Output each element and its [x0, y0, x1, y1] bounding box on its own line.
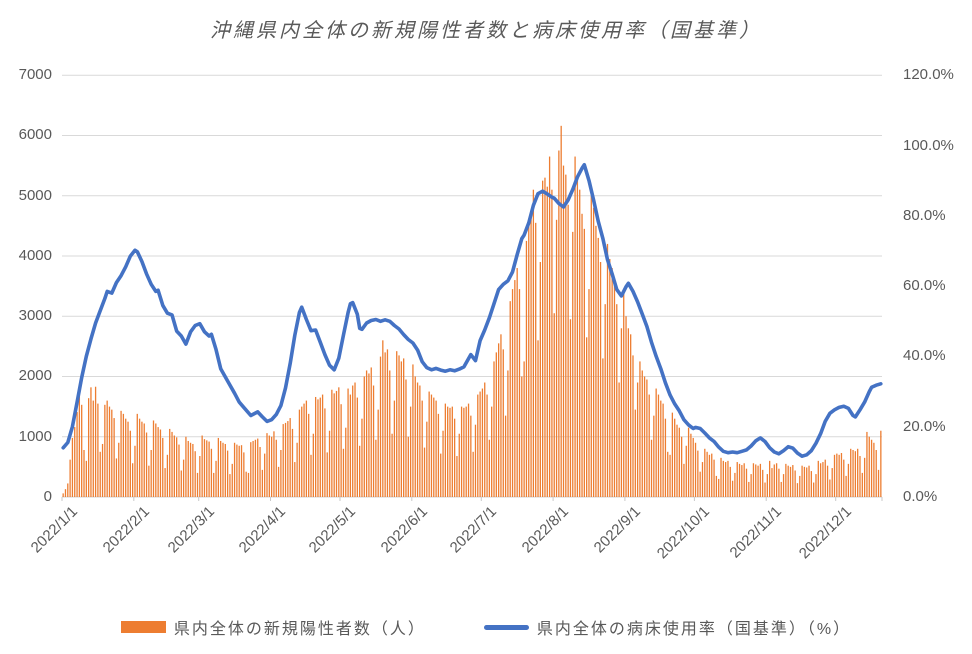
legend-line-swatch-icon [483, 624, 529, 630]
legend-bed-usage-label: 県内全体の病床使用率（国基準）（%） [536, 621, 852, 638]
y-left-tick-label: 7000 [18, 66, 52, 84]
cases-bars [62, 125, 882, 498]
y-left-tick-label: 0 [43, 488, 52, 505]
x-axis-ticks [61, 497, 883, 501]
y-left-tick-label: 3000 [18, 307, 52, 325]
y-left-tick-label: 4000 [18, 246, 52, 264]
gridlines [62, 74, 882, 438]
legend-bar-swatch-icon [120, 621, 166, 633]
y-right-tick-label: 0.0% [903, 488, 938, 505]
legend: 県内全体の新規陽性者数（人） 県内全体の病床使用率（国基準）（%） [0, 615, 972, 639]
y-right-tick-label: 20.0% [903, 417, 946, 435]
y-left-tick-label: 2000 [18, 367, 52, 385]
y-right-tick-label: 40.0% [903, 347, 946, 365]
y-right-tick-label: 120.0% [903, 66, 954, 84]
y-left-tick-label: 5000 [18, 186, 52, 204]
y-right-tick-label: 80.0% [903, 206, 946, 224]
legend-item-cases: 県内全体の新規陽性者数（人） [120, 615, 426, 639]
bed-usage-line [61, 163, 883, 459]
y-left-tick-label: 1000 [18, 427, 52, 445]
y-left-tick-label: 6000 [18, 126, 52, 144]
y-right-tick-label: 60.0% [903, 277, 946, 295]
legend-cases-label: 県内全体の新規陽性者数（人） [173, 621, 426, 638]
legend-item-bed-usage: 県内全体の病床使用率（国基準）（%） [483, 615, 852, 639]
chart-title: 沖縄県内全体の新規陽性者数と病床使用率（国基準） [210, 20, 762, 42]
y-right-tick-label: 100.0% [903, 136, 954, 154]
